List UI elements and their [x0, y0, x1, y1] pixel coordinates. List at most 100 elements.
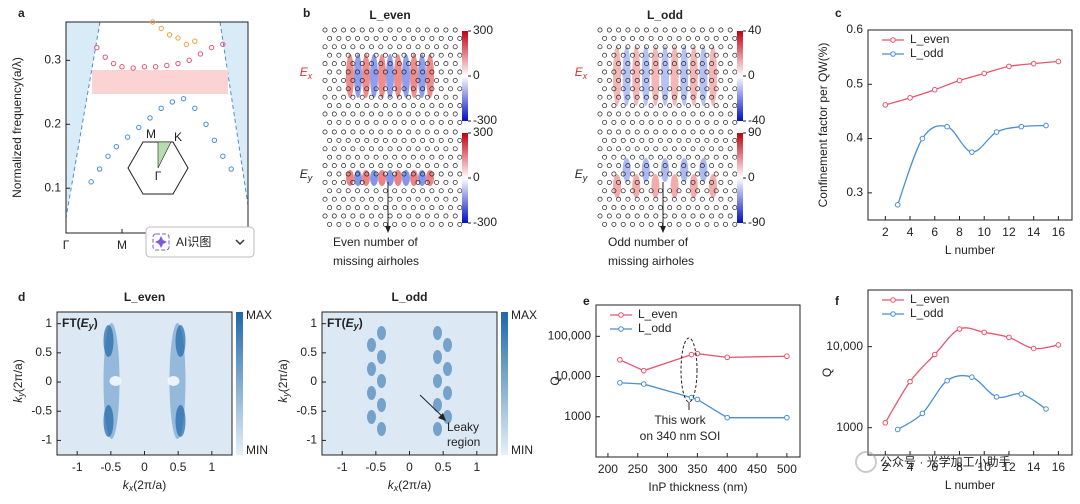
band-point — [175, 35, 181, 41]
airhole — [620, 221, 626, 227]
airhole — [401, 52, 407, 58]
colorbar-label: -300 — [473, 113, 497, 127]
airhole — [355, 171, 360, 177]
airhole — [415, 94, 421, 100]
airhole — [602, 171, 608, 177]
airhole — [452, 163, 458, 169]
airhole — [350, 61, 356, 67]
panel-letter: c — [835, 6, 842, 20]
airhole — [350, 213, 356, 219]
airhole — [443, 146, 449, 152]
airhole — [685, 103, 691, 109]
airhole — [644, 27, 649, 33]
airhole — [611, 52, 617, 58]
airhole — [410, 154, 416, 160]
x-tick-label: 12 — [1002, 225, 1016, 239]
airhole — [723, 86, 728, 92]
intensity — [433, 350, 442, 364]
airhole — [681, 44, 687, 50]
airhole — [676, 154, 682, 160]
field-lobe — [632, 174, 641, 198]
airhole — [616, 163, 622, 169]
airhole — [350, 44, 356, 50]
airhole — [620, 137, 626, 143]
airhole — [378, 94, 384, 100]
airhole — [690, 179, 696, 185]
airhole — [639, 52, 645, 58]
button-chevron[interactable] — [235, 239, 245, 246]
airhole — [625, 94, 631, 100]
colorbar — [737, 31, 743, 121]
airhole — [695, 35, 701, 41]
airhole — [606, 213, 612, 219]
airhole — [653, 111, 659, 117]
airhole — [611, 221, 617, 227]
series-point — [688, 351, 695, 358]
airhole — [457, 154, 463, 160]
airhole — [355, 154, 360, 160]
field-lobe — [670, 174, 679, 198]
label-sub: y — [353, 321, 360, 331]
label-symbol: E — [575, 167, 584, 181]
airhole — [681, 27, 687, 33]
field-lobe — [709, 46, 717, 106]
airhole — [695, 188, 701, 194]
series-point — [1043, 406, 1049, 412]
airhole — [364, 137, 370, 143]
airhole — [648, 205, 654, 211]
airhole — [378, 196, 384, 202]
airhole — [406, 129, 412, 135]
airhole — [718, 146, 724, 152]
airhole — [336, 137, 342, 143]
airhole — [648, 137, 654, 143]
airhole — [695, 137, 701, 143]
airhole — [364, 171, 370, 177]
airhole — [401, 221, 407, 227]
band-point — [96, 166, 103, 172]
airhole — [699, 27, 705, 33]
airhole — [732, 154, 738, 160]
button-icon[interactable] — [155, 236, 167, 248]
airhole — [723, 154, 728, 160]
airhole — [639, 221, 645, 227]
airhole — [415, 44, 421, 50]
airhole — [355, 205, 360, 211]
airhole — [410, 221, 416, 227]
label-unit: (2π/a) — [133, 478, 166, 492]
airhole — [452, 129, 458, 135]
airhole — [597, 61, 603, 67]
airhole — [639, 205, 645, 211]
airhole — [634, 111, 640, 117]
intensity — [367, 362, 376, 376]
legend-point — [618, 326, 624, 332]
button-label[interactable]: AI识图 — [176, 235, 211, 249]
airhole — [457, 52, 463, 58]
airhole — [350, 163, 356, 169]
airhole — [653, 61, 659, 67]
airhole — [401, 205, 407, 211]
watermark: 公众号 · 光学加工小助手 — [880, 454, 1011, 469]
airhole — [620, 69, 626, 75]
airhole — [704, 205, 710, 211]
band-point — [141, 64, 148, 70]
button-body[interactable] — [145, 226, 255, 258]
panel-title: L_even — [124, 290, 165, 304]
component-label: Ex — [575, 65, 588, 81]
panel-label: FT(Ey) — [327, 316, 363, 331]
airhole — [597, 146, 603, 152]
airhole — [630, 52, 635, 58]
airhole — [364, 69, 370, 75]
button-icon-frame[interactable] — [152, 233, 170, 251]
airhole — [606, 196, 612, 202]
airhole — [676, 188, 682, 194]
airhole — [681, 146, 687, 152]
ai-button[interactable]: AI识图 — [145, 226, 255, 258]
airhole — [373, 154, 379, 160]
x-tick-label: 6 — [931, 225, 938, 239]
airhole — [671, 146, 677, 152]
airhole — [732, 69, 738, 75]
airhole — [606, 179, 612, 185]
label-sub: y — [88, 321, 95, 331]
field-lobe — [699, 158, 708, 182]
airhole — [606, 94, 612, 100]
